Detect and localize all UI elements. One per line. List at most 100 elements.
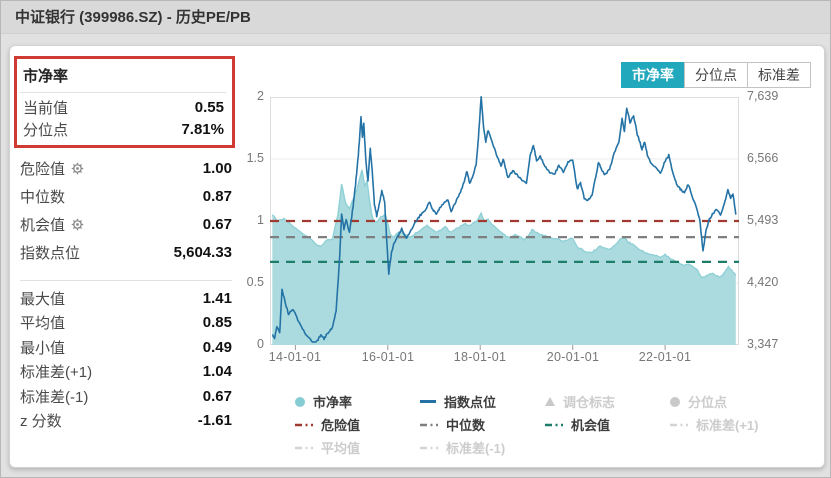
stat-label: 标准差(+1) — [20, 364, 93, 382]
line-series-index[interactable] — [272, 96, 737, 343]
stat-label: 平均值 — [20, 315, 66, 333]
stat-label: 最小值 — [20, 339, 66, 357]
line-marker-icon — [420, 400, 436, 403]
tab-stddev[interactable]: 标准差 — [747, 62, 811, 88]
y-axis-left-tick-label: 1 — [257, 213, 264, 227]
tab-bar: 市净率 分位点 标准差 — [621, 62, 811, 88]
stat-value: 0.67 — [202, 387, 232, 405]
dashdot-marker-icon — [670, 422, 688, 428]
stat-label: z 分数 — [20, 413, 62, 431]
legend-row: 市净率 指数点位 调仓标志 分位点 — [286, 390, 820, 413]
y-axis-left: 0 0.5 1 1.5 2 — [224, 89, 264, 351]
dashdot-marker-icon — [420, 445, 438, 451]
legend-row: 危险值 中位数 机会值 标准差(+1) — [286, 413, 820, 436]
gear-icon[interactable] — [71, 218, 84, 231]
y-axis-left-tick-label: 2 — [257, 89, 264, 103]
y-axis-right: 3,347 4,420 5,493 6,566 7,639 — [747, 89, 825, 351]
x-axis-tick-label: 14-01-01 — [268, 350, 322, 364]
stat-value: 7.81% — [181, 120, 224, 138]
stat-row: 危险值 1.00 — [20, 154, 232, 182]
triangle-marker-icon — [545, 397, 555, 406]
stat-row: 标准差(+1) 1.04 — [20, 360, 232, 385]
stat-row: 最大值 1.41 — [20, 286, 232, 311]
legend-item-median[interactable]: 中位数 — [411, 413, 536, 436]
x-axis: 14-01-01 16-01-01 18-01-01 20-01-01 22-01-01 — [268, 350, 739, 368]
x-axis-tick-label: 22-01-01 — [638, 350, 692, 364]
y-axis-right-tick-label: 5,493 — [747, 213, 779, 227]
dashdot-marker-icon — [295, 422, 313, 428]
legend-label: 分位点 — [688, 395, 728, 410]
stat-label: 中位数 — [20, 188, 66, 206]
stat-row: 分位点 7.81% — [20, 118, 226, 140]
stat-label: 最大值 — [20, 290, 66, 308]
stat-row: 中位数 0.87 — [20, 182, 232, 210]
tab-percentile[interactable]: 分位点 — [684, 62, 748, 88]
area-series-pb-edge — [271, 169, 737, 279]
legend-item-pb[interactable]: 市净率 — [286, 390, 411, 413]
stat-row: 最小值 0.49 — [20, 335, 232, 360]
stat-label: 危险值 — [20, 158, 84, 179]
threshold-rows: 危险值 1.00 中位数 0.87 机会值 0.67 指数点位 5,604.33 — [10, 154, 246, 266]
legend-label: 标准差(+1) — [696, 418, 759, 433]
legend-item-index-level[interactable]: 指数点位 — [411, 390, 536, 413]
stat-label: 标准差(-1) — [20, 388, 89, 406]
stat-row: 标准差(-1) 0.67 — [20, 384, 232, 409]
tab-pb-ratio[interactable]: 市净率 — [621, 62, 685, 88]
stat-label: 当前值 — [23, 99, 69, 117]
stat-value: 0.49 — [202, 338, 232, 356]
gear-icon[interactable] — [71, 162, 84, 175]
legend-label: 指数点位 — [444, 395, 497, 410]
divider — [20, 280, 232, 281]
stat-value: 0.87 — [202, 187, 232, 205]
stat-row: 指数点位 5,604.33 — [20, 238, 232, 266]
dashdot-marker-icon — [545, 422, 563, 428]
app-title: 中证银行 (399986.SZ) - 历史PE/PB — [15, 9, 251, 26]
legend-label: 危险值 — [321, 418, 361, 433]
legend-item-mean[interactable]: 平均值 — [286, 436, 411, 459]
area-series-pb[interactable] — [272, 170, 736, 345]
pb-highlight-box: 市净率 当前值 0.55 分位点 7.81% — [14, 56, 235, 148]
stat-value: 0.55 — [194, 98, 224, 116]
legend-label: 标准差(-1) — [446, 441, 506, 456]
stat-value: 0.85 — [202, 314, 232, 332]
stat-value: 0.67 — [202, 215, 232, 233]
y-axis-right-tick-label: 7,639 — [747, 89, 779, 103]
y-axis-right-tick-label: 4,420 — [747, 275, 779, 289]
legend-item-stddev-plus1[interactable]: 标准差(+1) — [661, 413, 786, 436]
stat-value: -1.61 — [197, 412, 232, 430]
legend-item-percentile[interactable]: 分位点 — [661, 390, 786, 413]
stat-label: 分位点 — [23, 121, 69, 139]
highlight-rows: 当前值 0.55 分位点 7.81% — [20, 96, 226, 140]
legend-item-rebalance-marker[interactable]: 调仓标志 — [536, 390, 661, 413]
y-axis-right-tick-label: 6,566 — [747, 151, 779, 165]
stat-row: z 分数 -1.61 — [20, 409, 232, 434]
legend-label: 中位数 — [446, 418, 486, 433]
y-axis-right-tick-label: 3,347 — [747, 337, 779, 351]
stat-value: 5,604.33 — [173, 243, 232, 261]
stat-value: 1.41 — [202, 289, 232, 307]
legend-label: 调仓标志 — [563, 395, 616, 410]
stat-value: 1.00 — [202, 159, 232, 177]
legend-item-stddev-minus1[interactable]: 标准差(-1) — [411, 436, 536, 459]
circle-marker-icon — [670, 396, 680, 407]
divider — [20, 92, 226, 93]
x-axis-tick-label: 16-01-01 — [361, 350, 415, 364]
x-axis-tick-label: 20-01-01 — [546, 350, 600, 364]
y-axis-left-tick-label: 1.5 — [246, 151, 264, 165]
legend-label: 机会值 — [571, 418, 611, 433]
statistic-rows: 最大值 1.41 平均值 0.85 最小值 0.49 标准差(+1) 1.04 标准差(-1) 0… — [10, 286, 246, 433]
x-axis-tick-label: 18-01-01 — [453, 350, 507, 364]
chart-svg — [270, 96, 739, 350]
dashdot-marker-icon — [420, 422, 438, 428]
legend-row: 平均值 标准差(-1) — [286, 436, 820, 459]
legend-item-opportunity[interactable]: 机会值 — [536, 413, 661, 436]
legend-item-danger[interactable]: 危险值 — [286, 413, 411, 436]
stats-panel: 市净率 当前值 0.55 分位点 7.81% 危险值 1.00 中位数 0.87 机会值 0.6… — [10, 46, 246, 433]
legend-label: 市净率 — [313, 395, 353, 410]
y-axis-left-tick-label: 0 — [257, 337, 264, 351]
legend-label: 平均值 — [321, 441, 361, 456]
stat-value: 1.04 — [202, 363, 232, 381]
chart-area[interactable] — [270, 96, 739, 350]
chart-legend: 市净率 指数点位 调仓标志 分位点危险值 中位数 机会值 标准差(+1) 平均值 标准差(-1) — [286, 390, 820, 459]
